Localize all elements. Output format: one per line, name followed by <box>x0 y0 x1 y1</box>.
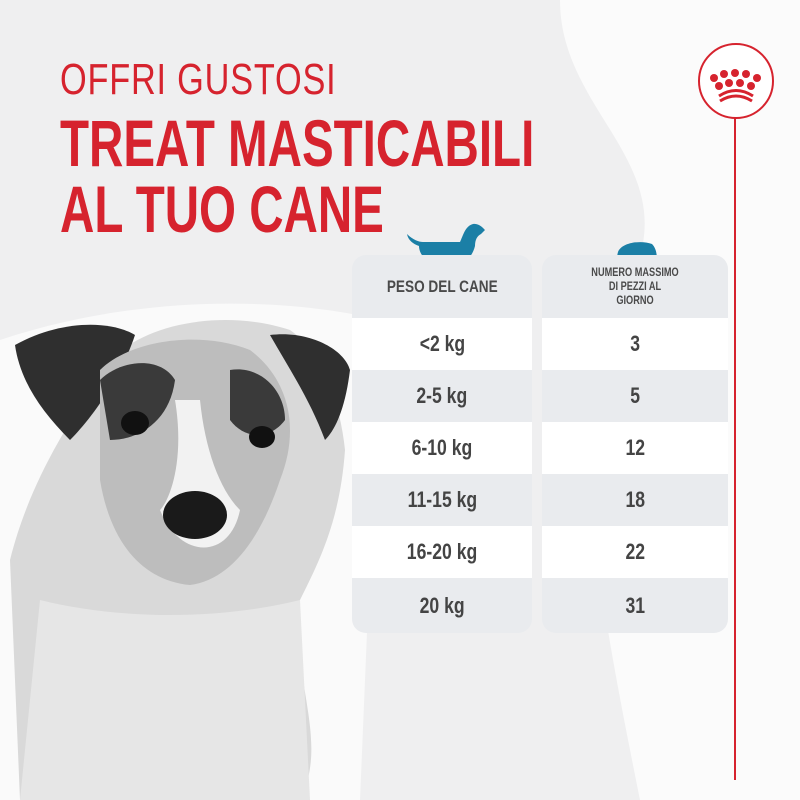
weight-cell: <2 kg <box>352 318 532 370</box>
pieces-cell: 5 <box>542 370 728 422</box>
pieces-cell: 3 <box>542 318 728 370</box>
pieces-cell: 18 <box>542 474 728 526</box>
weight-cell: 16-20 kg <box>352 526 532 578</box>
weight-column: PESO DEL CANE <2 kg 2-5 kg 6-10 kg 11-15… <box>352 255 532 633</box>
royal-crown-logo <box>698 43 774 119</box>
pieces-cell: 12 <box>542 422 728 474</box>
pieces-cell: 22 <box>542 526 728 578</box>
weight-header: PESO DEL CANE <box>352 255 532 318</box>
weight-cell: 11-15 kg <box>352 474 532 526</box>
headline-line3: AL TUO CANE <box>60 172 384 246</box>
headline: OFFRI GUSTOSI TREAT MASTICABILI AL TUO C… <box>60 55 719 246</box>
pieces-header: NUMERO MASSIMO DI PEZZI AL GIORNO <box>542 255 728 318</box>
weight-cell: 6-10 kg <box>352 422 532 474</box>
dog-photo <box>10 320 350 800</box>
headline-line2: TREAT MASTICABILI <box>60 106 535 180</box>
weight-cell: 2-5 kg <box>352 370 532 422</box>
headline-line1: OFFRI GUSTOSI <box>60 55 337 104</box>
crown-icon <box>710 69 761 103</box>
red-divider-line <box>734 117 736 780</box>
pieces-column: NUMERO MASSIMO DI PEZZI AL GIORNO 3 5 12… <box>542 255 728 633</box>
pieces-cell: 31 <box>542 578 728 633</box>
weight-cell: 20 kg <box>352 578 532 633</box>
